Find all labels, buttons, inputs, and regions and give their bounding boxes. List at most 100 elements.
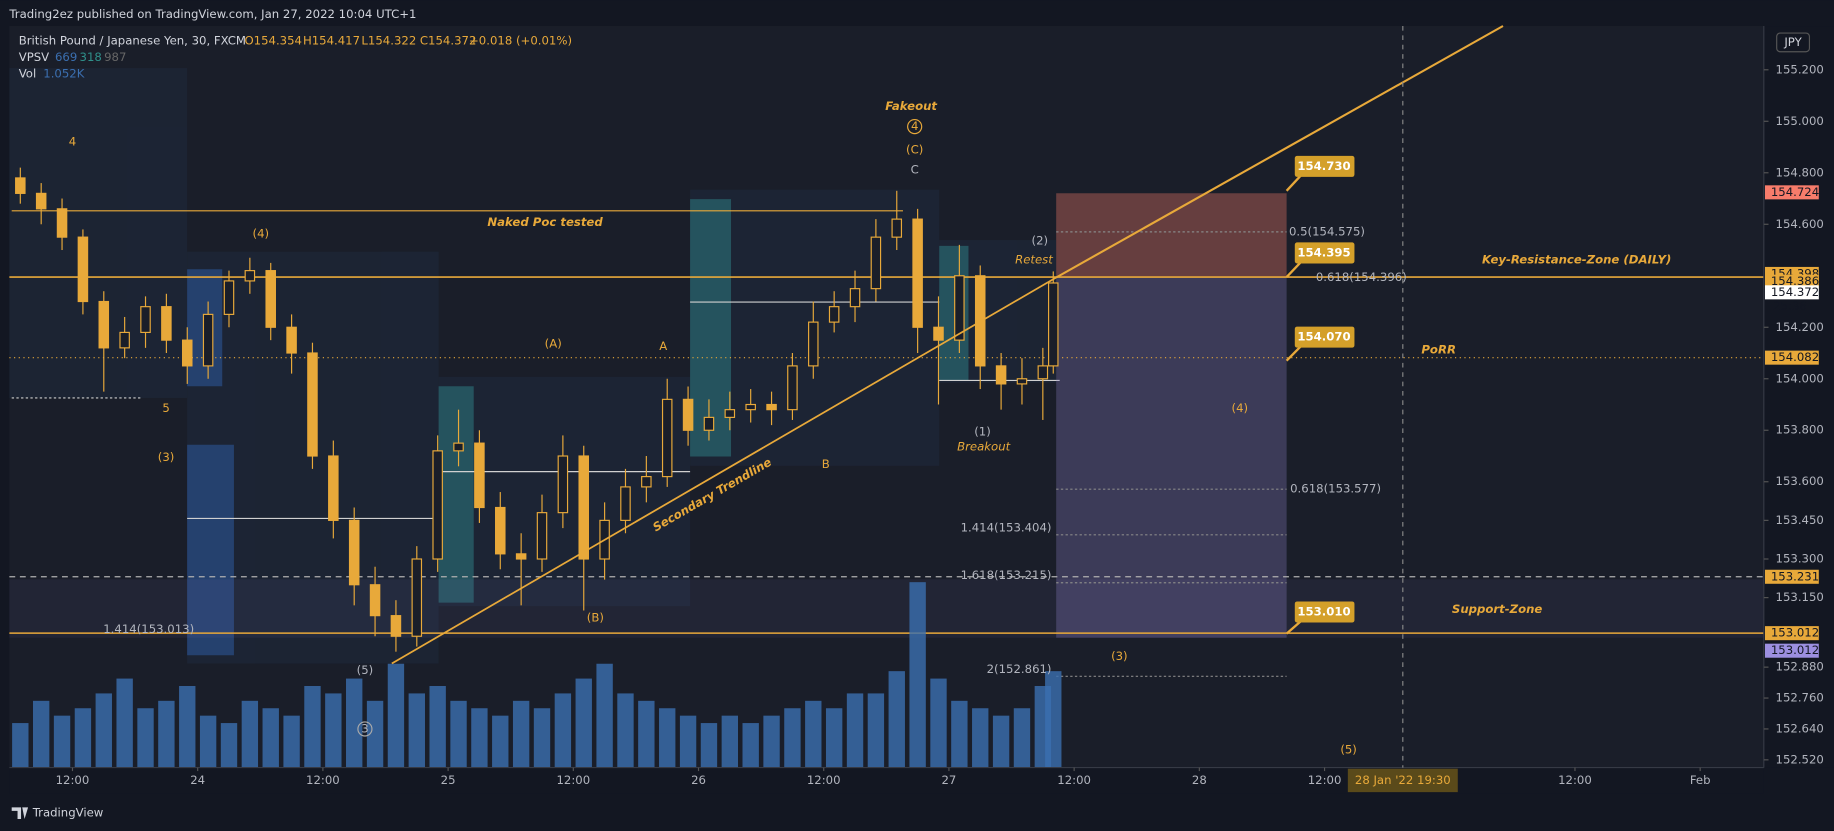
candle-body (995, 365, 1007, 385)
vol-value: 1.052K (43, 66, 84, 80)
volume-bar (95, 693, 112, 768)
candle-body (536, 512, 548, 560)
y-tick-label: 153.800 (1776, 423, 1824, 437)
candle-body (787, 365, 798, 411)
candle-body (15, 177, 26, 194)
annotation: (C) (906, 142, 923, 156)
annotation: A (659, 339, 667, 353)
annotation: (4) (253, 227, 270, 241)
callout-box (1294, 601, 1355, 623)
x-tick-label: 12:00 (556, 773, 590, 787)
profile-bars (438, 199, 969, 603)
annotation: PoRR (1421, 343, 1456, 357)
volume-bar (763, 715, 780, 768)
volume-bar (366, 700, 384, 768)
y-tick-label: 155.000 (1776, 114, 1824, 128)
volume-bar (346, 678, 363, 768)
volume-bar (492, 715, 509, 768)
callout-label: 153.010 (1297, 605, 1350, 619)
annotation: (3) (158, 450, 175, 464)
callout-pointer (1285, 620, 1302, 635)
annotation: 2(152.861) (987, 662, 1052, 676)
candle-body (495, 506, 506, 555)
resistance-box (1056, 193, 1287, 278)
price-label-bg (1764, 185, 1819, 200)
wave-circle (907, 118, 923, 135)
fib-lines (1056, 231, 1287, 677)
y-tick-label: 152.760 (1776, 691, 1824, 705)
candle-body (98, 300, 110, 349)
price-label-bg (1764, 569, 1819, 584)
candle-body (849, 288, 861, 308)
countdown: 25:36 (1773, 299, 1807, 313)
candle-body (432, 450, 443, 560)
candle-body (474, 442, 485, 509)
callout-box (1294, 242, 1355, 264)
x-tick-label: 12:00 (1308, 773, 1342, 787)
candle-body (348, 519, 360, 586)
profile-bars (187, 269, 234, 656)
x-tick-label: 12:00 (807, 773, 841, 787)
candle-body (140, 306, 151, 333)
price-label: 154.082 (1771, 350, 1819, 364)
ohlc-low: L154.322 (361, 34, 416, 48)
volume-bar (659, 708, 676, 768)
candle-body (56, 208, 68, 238)
annotation: 4 (911, 119, 918, 133)
volume-bar (825, 708, 843, 768)
vpsv-value: 318 (80, 50, 102, 64)
x-tick-label: 12:00 (1057, 773, 1091, 787)
volume-bar (721, 715, 739, 768)
candle-body (808, 321, 819, 367)
annotation: Key-Resistance-Zone (DAILY) (1482, 252, 1671, 266)
x-tick-label: 12:00 (306, 773, 340, 787)
y-tick-label: 154.800 (1776, 165, 1824, 179)
annotation: 1.618(153.215) (961, 568, 1052, 582)
x-tick-label: 12:00 (1558, 773, 1592, 787)
volume-bar (32, 700, 50, 768)
volume-bar (554, 693, 572, 768)
main-trendline (1055, 25, 1504, 279)
annotation: 0.618(153.577) (1290, 482, 1381, 496)
candle-body (954, 275, 965, 341)
price-label: 154.372 (1771, 285, 1819, 299)
candle-body (515, 553, 527, 560)
candle-body (933, 326, 944, 341)
x-tick-label: 27 (941, 773, 956, 787)
volume-bar (909, 582, 926, 768)
candle-body (682, 398, 694, 431)
annotation: 4 (69, 134, 76, 148)
volume-bar (972, 708, 989, 768)
annotation: Fakeout (885, 99, 937, 113)
volume-bar (888, 671, 905, 768)
annotation: 0.618(154.396) (1316, 270, 1407, 284)
x-tick-label: 26 (691, 773, 706, 787)
price-label-bg (1764, 626, 1819, 641)
volume-bar (617, 693, 634, 768)
candle-body (244, 270, 256, 282)
candle-body (724, 409, 736, 418)
profile-box (9, 68, 188, 398)
secondary-trendline (391, 276, 1057, 665)
y-tick-label: 154.200 (1776, 320, 1824, 334)
currency[interactable]: JPY (1783, 35, 1802, 49)
annotation: C (911, 162, 919, 176)
candle-body (620, 486, 631, 521)
price-label: 153.231 (1771, 569, 1819, 583)
callout-pointer (1285, 261, 1302, 278)
price-label: 153.012 (1771, 626, 1819, 640)
candle-body (411, 558, 423, 637)
candle-body (223, 280, 235, 315)
volume-bar (1045, 671, 1062, 768)
volume-bar (387, 663, 405, 768)
currency-box[interactable] (1776, 32, 1811, 53)
candle-body (891, 218, 903, 238)
ohlc-open: O154.354 (244, 34, 302, 48)
candle-body (828, 306, 840, 323)
ohlc-high: H154.417 (303, 34, 360, 48)
volume-bar (805, 700, 822, 768)
callout-box (1294, 326, 1355, 348)
annotation: 3 (361, 721, 368, 735)
candle-body (1016, 378, 1028, 385)
